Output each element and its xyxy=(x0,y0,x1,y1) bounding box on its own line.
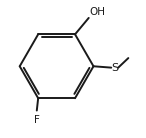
Text: OH: OH xyxy=(89,7,105,17)
Text: S: S xyxy=(111,63,118,73)
Text: F: F xyxy=(34,115,40,125)
